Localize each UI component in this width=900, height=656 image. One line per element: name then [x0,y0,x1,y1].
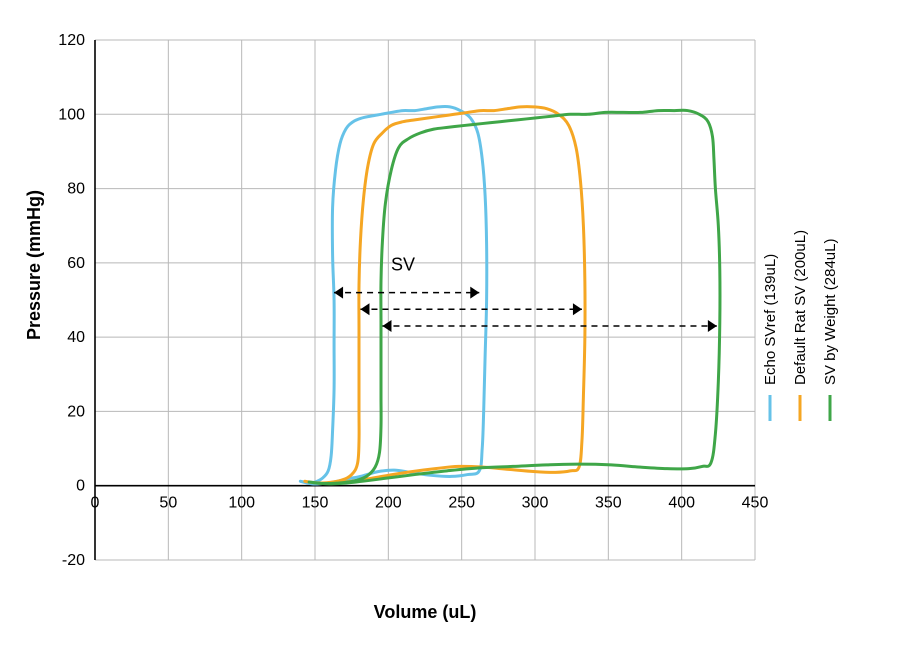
chart-svg: 050100150200250300350400450-200204060801… [0,0,900,656]
x-tick-label: 100 [228,495,255,512]
series-loop-1 [305,107,585,484]
sv-arrowhead-right-0 [470,287,479,299]
y-tick-label: 20 [67,403,85,420]
x-tick-label: 200 [375,495,402,512]
sv-label: SV [391,254,415,274]
y-tick-label: 120 [58,32,85,49]
x-tick-label: 300 [522,495,549,512]
y-tick-label: 0 [76,478,85,495]
y-tick-label: 40 [67,329,85,346]
x-axis-label: Volume (uL) [374,602,477,622]
x-tick-label: 150 [302,495,329,512]
x-tick-label: 400 [668,495,695,512]
y-tick-label: 100 [58,106,85,123]
series-loop-2 [309,110,720,484]
sv-arrowhead-left-2 [382,320,391,332]
x-tick-label: 50 [159,495,177,512]
y-axis-label: Pressure (mmHg) [24,190,44,340]
pv-loop-chart: 050100150200250300350400450-200204060801… [0,0,900,656]
sv-arrowhead-right-1 [573,303,582,315]
x-tick-label: 250 [448,495,475,512]
y-tick-label: 60 [67,255,85,272]
legend-label-1: Default Rat SV (200uL) [792,230,809,385]
y-tick-label: 80 [67,181,85,198]
legend-label-2: SV by Weight (284uL) [822,239,839,385]
legend-label-0: Echo SVref (139uL) [762,254,779,385]
sv-arrowhead-left-1 [360,303,369,315]
y-tick-label: -20 [62,552,85,569]
x-tick-label: 350 [595,495,622,512]
sv-arrowhead-right-2 [708,320,717,332]
x-tick-label: 450 [742,495,769,512]
